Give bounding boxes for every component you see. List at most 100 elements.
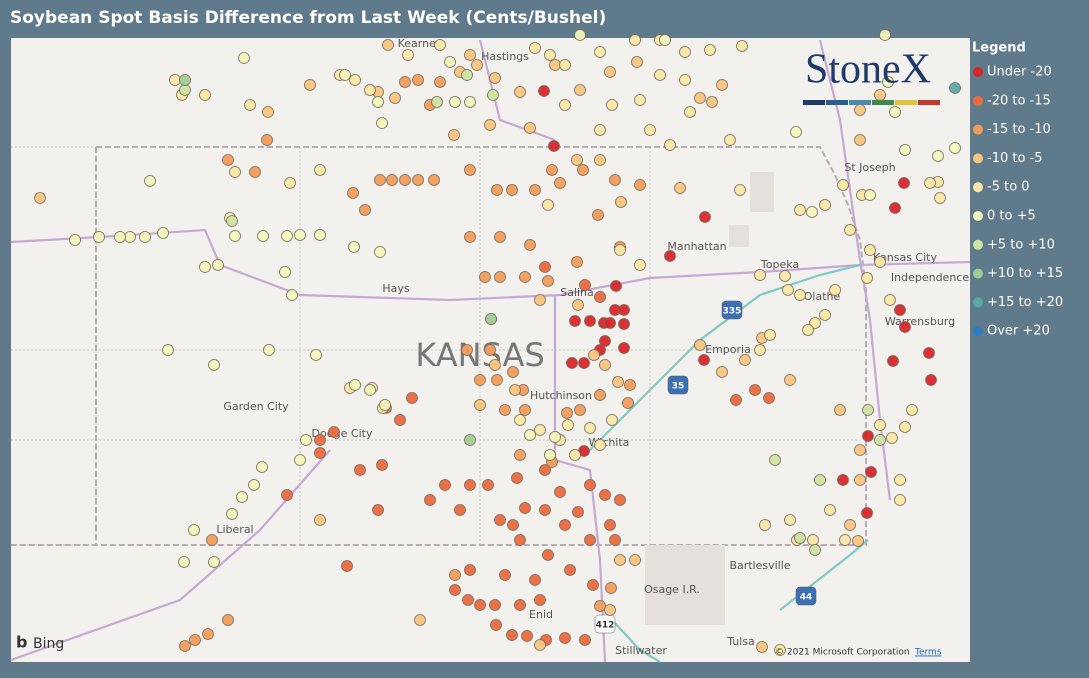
site-marker (372, 96, 384, 108)
city-label: Liberal (216, 523, 253, 536)
site-marker (854, 474, 866, 486)
site-marker (464, 564, 476, 576)
site-marker (887, 355, 899, 367)
site-marker (93, 231, 105, 243)
terms-link[interactable]: Terms (914, 648, 942, 658)
site-marker (614, 244, 626, 256)
site-marker (310, 349, 322, 361)
site-marker (454, 504, 466, 516)
site-marker (837, 474, 849, 486)
site-marker (514, 599, 526, 611)
city-label: Manhattan (667, 240, 726, 253)
site-marker (256, 461, 268, 473)
site-marker (834, 404, 846, 416)
site-marker (314, 447, 326, 459)
site-marker (759, 519, 771, 531)
site-marker (448, 129, 460, 141)
site-marker (461, 344, 473, 356)
site-marker (542, 199, 554, 211)
site-marker (879, 29, 891, 41)
site-marker (263, 344, 275, 356)
site-marker (542, 549, 554, 561)
site-marker (794, 289, 806, 301)
site-marker (622, 397, 634, 409)
site-marker (506, 184, 518, 196)
road-shield-label: 412 (596, 621, 615, 631)
site-marker (784, 374, 796, 386)
site-marker (238, 52, 250, 64)
site-marker (829, 284, 841, 296)
site-marker (861, 507, 873, 519)
site-marker (559, 59, 571, 71)
site-marker (341, 560, 353, 572)
site-marker (524, 122, 536, 134)
site-marker (544, 49, 556, 61)
site-marker (659, 34, 671, 46)
legend-label: Under -20 (987, 65, 1052, 80)
site-marker (894, 474, 906, 486)
legend-label: +10 to +15 (987, 266, 1063, 281)
site-marker (604, 317, 616, 329)
site-marker (376, 459, 388, 471)
site-marker (854, 104, 866, 116)
site-marker (899, 321, 911, 333)
site-marker (794, 204, 806, 216)
site-marker (549, 59, 561, 71)
site-marker (554, 486, 566, 498)
site-marker (584, 479, 596, 491)
site-marker (222, 614, 234, 626)
site-marker (814, 474, 826, 486)
site-marker (629, 34, 641, 46)
site-marker (923, 347, 935, 359)
site-marker (402, 49, 414, 61)
site-marker (594, 389, 606, 401)
site-marker (684, 106, 696, 118)
site-marker (584, 315, 596, 327)
site-marker (925, 374, 937, 386)
site-marker (629, 554, 641, 566)
site-marker (534, 294, 546, 306)
site-marker (844, 519, 856, 531)
site-marker (716, 366, 728, 378)
site-marker (281, 489, 293, 501)
site-marker (304, 79, 316, 91)
site-marker (314, 164, 326, 176)
site-marker (559, 99, 571, 111)
site-marker (784, 514, 796, 526)
site-marker (434, 39, 446, 51)
site-marker (864, 189, 876, 201)
site-marker (434, 76, 446, 88)
city-label: Warrensburg (885, 315, 955, 328)
site-marker (491, 374, 503, 386)
site-marker (609, 534, 621, 546)
site-marker (571, 154, 583, 166)
site-marker (730, 394, 742, 406)
site-marker (694, 92, 706, 104)
legend-swatch (973, 67, 983, 77)
site-marker (474, 374, 486, 386)
state-label: KANSAS (415, 336, 544, 374)
site-marker (178, 556, 190, 568)
site-marker (802, 324, 814, 336)
site-marker (599, 359, 611, 371)
site-marker (562, 419, 574, 431)
site-marker (584, 534, 596, 546)
site-marker (294, 454, 306, 466)
site-marker (538, 85, 550, 97)
site-marker (694, 339, 706, 351)
site-marker (347, 187, 359, 199)
site-marker (634, 94, 646, 106)
site-marker (679, 46, 691, 58)
site-marker (862, 404, 874, 416)
road-shield (667, 375, 689, 395)
site-marker (279, 266, 291, 278)
site-marker (534, 639, 546, 651)
site-marker (529, 184, 541, 196)
site-marker (514, 414, 526, 426)
city-label: Emporia (705, 343, 751, 356)
site-marker (634, 179, 646, 191)
site-marker (124, 231, 136, 243)
site-marker (281, 230, 293, 242)
site-marker (462, 594, 474, 606)
site-marker (328, 426, 340, 438)
